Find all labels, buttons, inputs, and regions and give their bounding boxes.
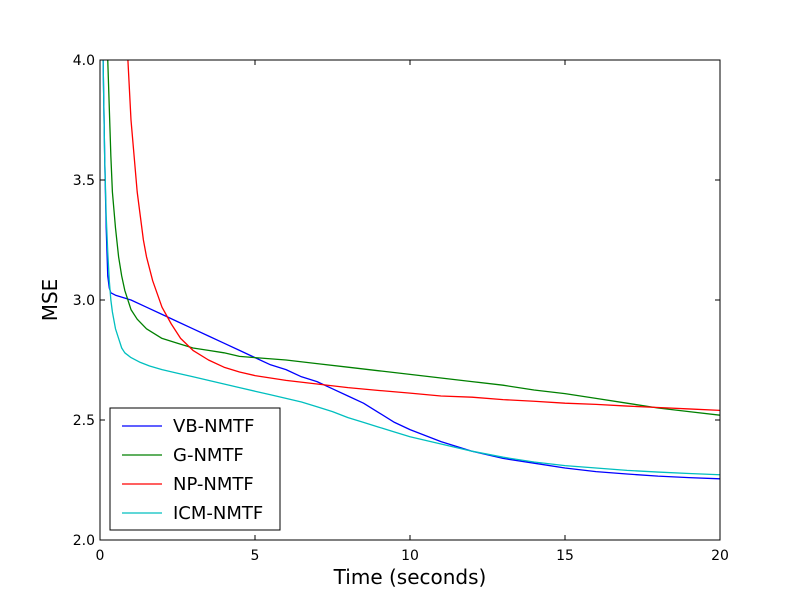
- series-layer: [102, 60, 720, 480]
- series-line-vb-nmtf: [102, 60, 720, 480]
- legend-label-icm-nmtf: ICM-NMTF: [173, 503, 263, 524]
- x-tick-label: 15: [556, 548, 574, 564]
- legend-entries: VB-NMTF G-NMTF NP-NMTF ICM-NMTF: [122, 416, 263, 524]
- y-tick-label: 4.0: [73, 53, 95, 69]
- ticks-layer: 0 5 10 15 20 2.0 2.5 3.0 3.5 4.0: [73, 53, 729, 564]
- x-axis-label: Time (seconds): [333, 565, 487, 589]
- x-tick-label: 20: [711, 548, 729, 564]
- x-tick-label: 10: [401, 548, 419, 564]
- y-tick-label: 3.5: [73, 173, 95, 189]
- y-axis-label: MSE: [38, 279, 62, 322]
- legend-box: [109, 407, 281, 531]
- legend-label-g-nmtf: G-NMTF: [173, 445, 244, 466]
- y-tick-label: 2.5: [73, 413, 95, 429]
- y-tick-label: 3.0: [73, 293, 95, 309]
- legend-label-np-nmtf: NP-NMTF: [173, 474, 254, 495]
- x-tick-label: 5: [251, 548, 260, 564]
- y-tick-label: 2.0: [73, 533, 95, 549]
- x-tick-label: 0: [96, 548, 105, 564]
- legend-label-vb-nmtf: VB-NMTF: [173, 416, 255, 437]
- series-line-icm-nmtf: [102, 60, 720, 476]
- series-line-g-nmtf: [107, 60, 720, 416]
- series-line-np-nmtf: [127, 60, 720, 412]
- legend: VB-NMTF G-NMTF NP-NMTF ICM-NMTF: [109, 407, 281, 531]
